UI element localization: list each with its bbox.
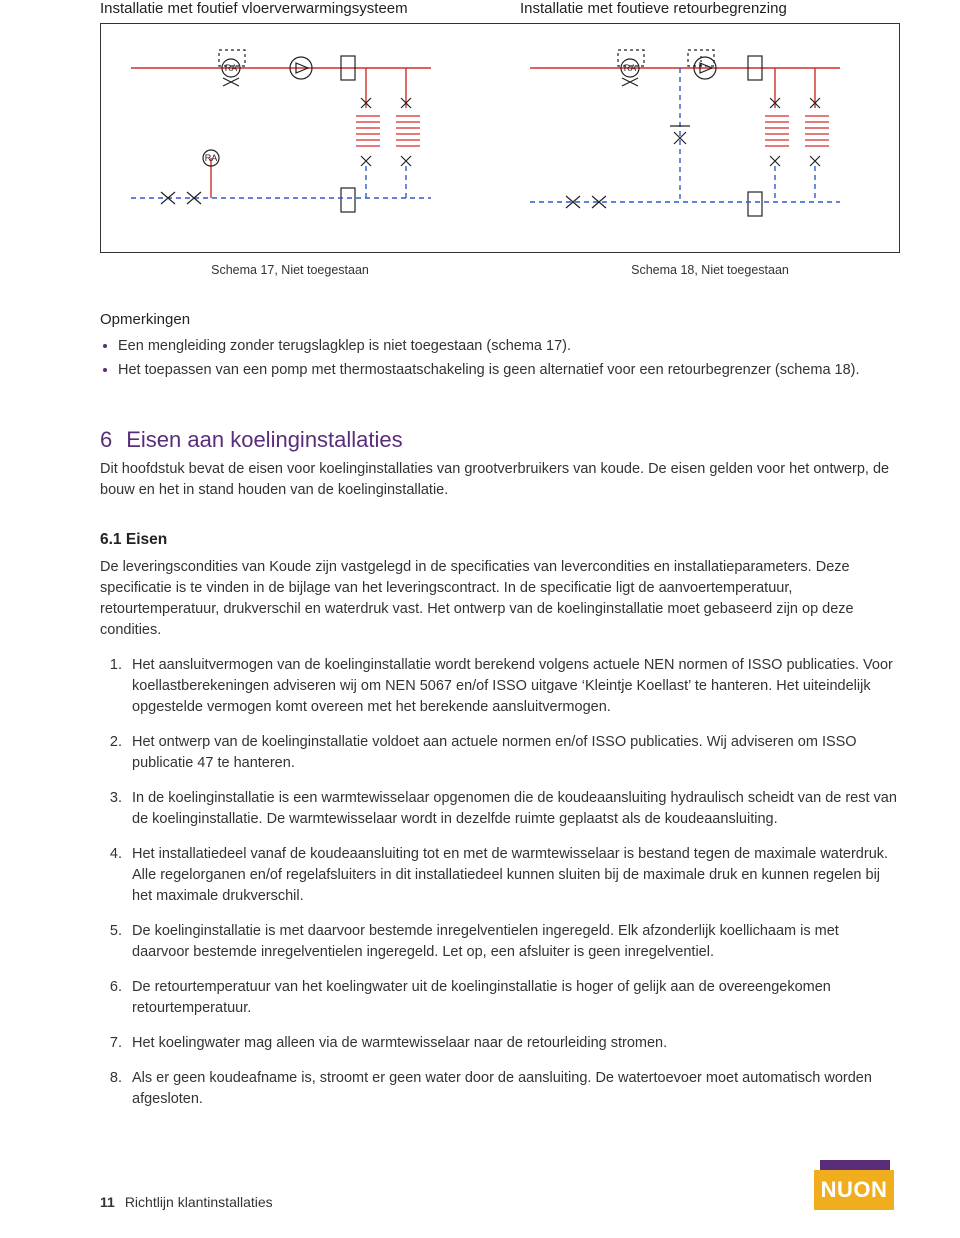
caption-schema-18: Schema 18, Niet toegestaan — [520, 263, 900, 277]
section-number: 6 — [100, 427, 112, 452]
list-item: Een mengleiding zonder terugslagklep is … — [118, 336, 900, 356]
doc-title: Richtlijn klantinstallaties — [125, 1194, 273, 1210]
list-item: De koelinginstallatie is met daarvoor be… — [126, 921, 900, 963]
list-item: Het aansluitvermogen van de koelinginsta… — [126, 655, 900, 718]
list-item: Het installatiedeel vanaf de koudeaanslu… — [126, 844, 900, 907]
caption-schema-17: Schema 17, Niet toegestaan — [100, 263, 480, 277]
subsection-6-1-heading: 6.1 Eisen — [100, 531, 900, 549]
page-footer: 11 Richtlijn klantinstallaties — [100, 1194, 273, 1210]
logo-text: NUON — [814, 1170, 894, 1210]
diagram-right-header: Installatie met foutieve retourbegrenzin… — [520, 0, 900, 17]
diagram-left-header: Installatie met foutief vloerverwarmings… — [100, 0, 480, 17]
ra-label: RA — [204, 153, 217, 163]
list-item: Het toepassen van een pomp met thermosta… — [118, 360, 900, 380]
remarks-list: Een mengleiding zonder terugslagklep is … — [118, 336, 900, 381]
subsection-6-1-intro: De leveringscondities van Koude zijn vas… — [100, 557, 900, 641]
remarks-heading: Opmerkingen — [100, 311, 900, 328]
ra-label: RA — [224, 63, 237, 73]
list-item: Het koelingwater mag alleen via de warmt… — [126, 1033, 900, 1054]
requirements-list: Het aansluitvermogen van de koelinginsta… — [100, 655, 900, 1110]
nuon-logo: NUON — [814, 1166, 900, 1210]
diagram-schema-18: RA — [514, 38, 885, 238]
list-item: De retourtemperatuur van het koelingwate… — [126, 977, 900, 1019]
page-number: 11 — [100, 1194, 115, 1210]
diagram-frame: RA — [100, 23, 900, 253]
list-item: Het ontwerp van de koelinginstallatie vo… — [126, 732, 900, 774]
section-6-heading: 6 Eisen aan koelinginstallaties — [100, 427, 900, 453]
section-title: Eisen aan koelinginstallaties — [126, 427, 402, 452]
diagram-schema-17: RA — [115, 38, 486, 238]
ra-label: RA — [623, 63, 636, 73]
section-6-intro: Dit hoofdstuk bevat de eisen voor koelin… — [100, 459, 900, 501]
list-item: In de koelinginstallatie is een warmtewi… — [126, 788, 900, 830]
list-item: Als er geen koudeafname is, stroomt er g… — [126, 1068, 900, 1110]
